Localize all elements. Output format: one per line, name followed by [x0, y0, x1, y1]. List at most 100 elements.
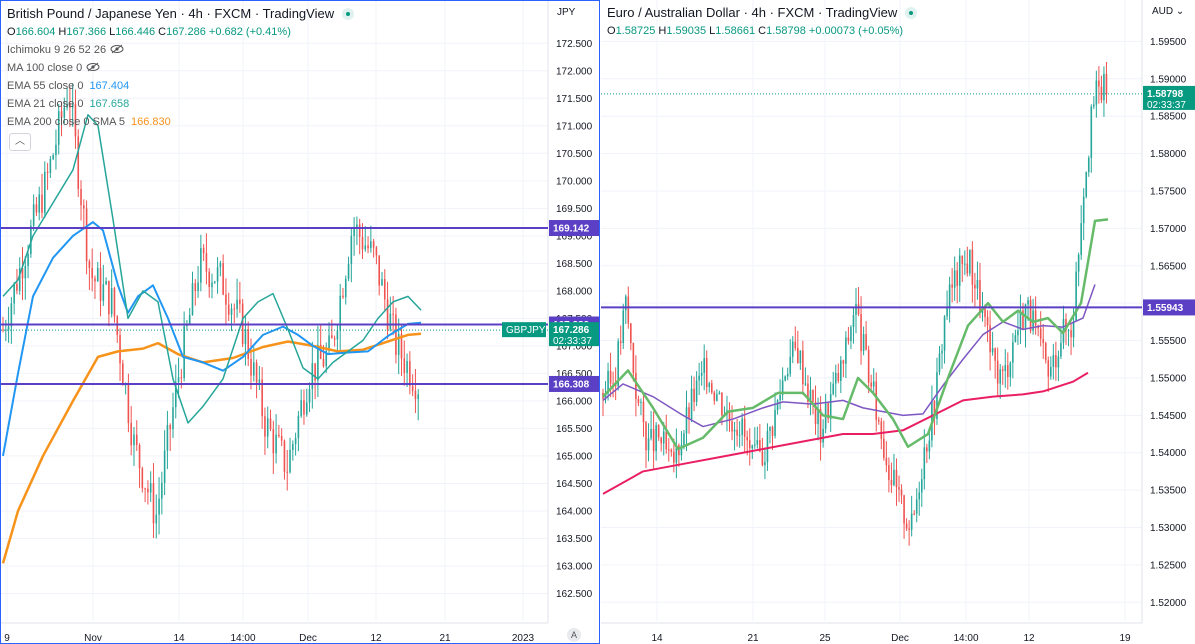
candle-body	[372, 241, 375, 248]
market-open-icon	[905, 7, 918, 19]
candle-body	[130, 422, 132, 446]
candle-body	[261, 379, 263, 417]
candle-body	[779, 394, 781, 401]
indicator-ema21[interactable]: EMA 21 close 0 167.658	[7, 95, 354, 113]
hidden-eye-icon[interactable]	[110, 44, 124, 54]
y-tick-label: 164.000	[556, 506, 593, 517]
candle-body	[2, 329, 4, 331]
candle-body	[1105, 73, 1108, 95]
candle-body	[888, 465, 890, 480]
candle-body	[1029, 300, 1032, 331]
y-tick-label: 1.52500	[1150, 560, 1187, 571]
candle-body	[88, 261, 91, 268]
candle-body	[807, 383, 809, 402]
candle-body	[794, 341, 797, 348]
candle-body	[392, 313, 394, 315]
indicator-ema55[interactable]: EMA 55 close 0 167.404	[7, 77, 354, 95]
candle-body	[946, 308, 948, 317]
candle-body	[842, 360, 845, 364]
last-price-tag	[549, 322, 599, 347]
last-price-text: 1.58798	[1147, 89, 1184, 100]
candle-body	[24, 265, 27, 279]
candle-body	[1103, 73, 1105, 101]
candle-body	[1050, 366, 1052, 377]
candle-body	[155, 514, 158, 524]
auto-scale-button[interactable]: A	[567, 628, 581, 642]
ema200-line	[1, 332, 422, 564]
ohlc-high: 167.366	[66, 26, 107, 38]
candle-body	[632, 343, 635, 373]
candle-body	[202, 248, 205, 254]
candle-body	[1022, 310, 1024, 329]
candle-body	[69, 103, 71, 108]
candle-body	[52, 155, 54, 160]
candle-body	[685, 407, 688, 434]
candle-body	[383, 279, 386, 300]
candle-body	[71, 103, 74, 108]
candle-body	[91, 267, 93, 279]
indicator-ema200[interactable]: EMA 200 close 0 SMA 5 166.830	[7, 113, 354, 131]
ema21-line	[2, 114, 422, 424]
candle-body	[771, 426, 774, 436]
candle-body	[809, 389, 812, 402]
candle-body	[695, 380, 698, 402]
y-tick-label: 172.000	[556, 66, 593, 77]
indicator-value: 166.830	[131, 116, 171, 128]
candle-body	[283, 440, 286, 472]
candle-body	[133, 434, 135, 446]
ohlc-open: 166.604	[15, 26, 56, 38]
candle-body	[915, 499, 918, 514]
candle-body	[127, 384, 130, 423]
candle-body	[250, 358, 252, 376]
candle-body	[900, 489, 903, 496]
candle-body	[308, 389, 311, 403]
y-tick-label: 169.000	[556, 231, 593, 242]
y-tick-label: 166.000	[556, 396, 593, 407]
candle-body	[275, 434, 277, 454]
indicator-ma100[interactable]: MA 100 close 0	[7, 59, 354, 77]
candle-body	[83, 205, 85, 209]
candle-body	[149, 483, 152, 493]
candle-body	[364, 245, 367, 250]
candle-body	[208, 271, 211, 287]
y-tick-label: 162.500	[556, 589, 593, 600]
candle-body	[817, 409, 819, 425]
ohlc-open: 1.58725	[615, 25, 656, 37]
candle-body	[356, 224, 358, 229]
indicator-ichimoku[interactable]: Ichimoku 9 26 52 26	[7, 41, 354, 59]
candle-body	[353, 228, 355, 236]
candle-body	[381, 279, 383, 286]
candle-body	[1042, 338, 1045, 344]
candle-body	[317, 344, 319, 381]
candle-body	[751, 445, 754, 449]
collapse-legend-button[interactable]: ︿	[9, 133, 31, 151]
candle-body	[655, 425, 657, 452]
candle-body	[829, 394, 832, 419]
candle-body	[728, 410, 731, 422]
candle-body	[163, 450, 166, 483]
candle-body	[300, 400, 302, 416]
candle-body	[622, 310, 625, 344]
candle-body	[614, 384, 617, 387]
candle-body	[49, 159, 52, 173]
candle-body	[1052, 355, 1055, 367]
candle-body	[266, 418, 269, 437]
candle-body	[609, 370, 612, 384]
gbpjpy-chart-pane[interactable]: 172.500 172.000 171.500 171.000 170.500 170.0…	[0, 0, 600, 644]
y-tick-label: 1.57500	[1150, 186, 1187, 197]
hidden-eye-icon[interactable]	[86, 62, 100, 72]
candle-body	[913, 513, 915, 515]
gbpjpy-chart-canvas[interactable]: 172.500 172.000 171.500 171.000 170.500 170.0…	[1, 1, 599, 643]
candle-body	[286, 471, 289, 473]
candle-body	[322, 358, 325, 367]
euraud-chart-pane[interactable]: 1.59500 1.59000 1.58500 1.58000 1.57500 1.570…	[601, 0, 1195, 644]
euraud-chart-canvas[interactable]: 1.59500 1.59000 1.58500 1.58000 1.57500 1.570…	[601, 0, 1195, 644]
candle-body	[814, 401, 817, 425]
candle-body	[197, 282, 199, 292]
candle-body	[607, 370, 609, 394]
candle-body	[847, 337, 850, 342]
candle-body	[1057, 356, 1060, 368]
candle-body	[784, 376, 786, 381]
ohlc-close: 1.58798	[766, 25, 806, 37]
candle-body	[903, 495, 905, 524]
